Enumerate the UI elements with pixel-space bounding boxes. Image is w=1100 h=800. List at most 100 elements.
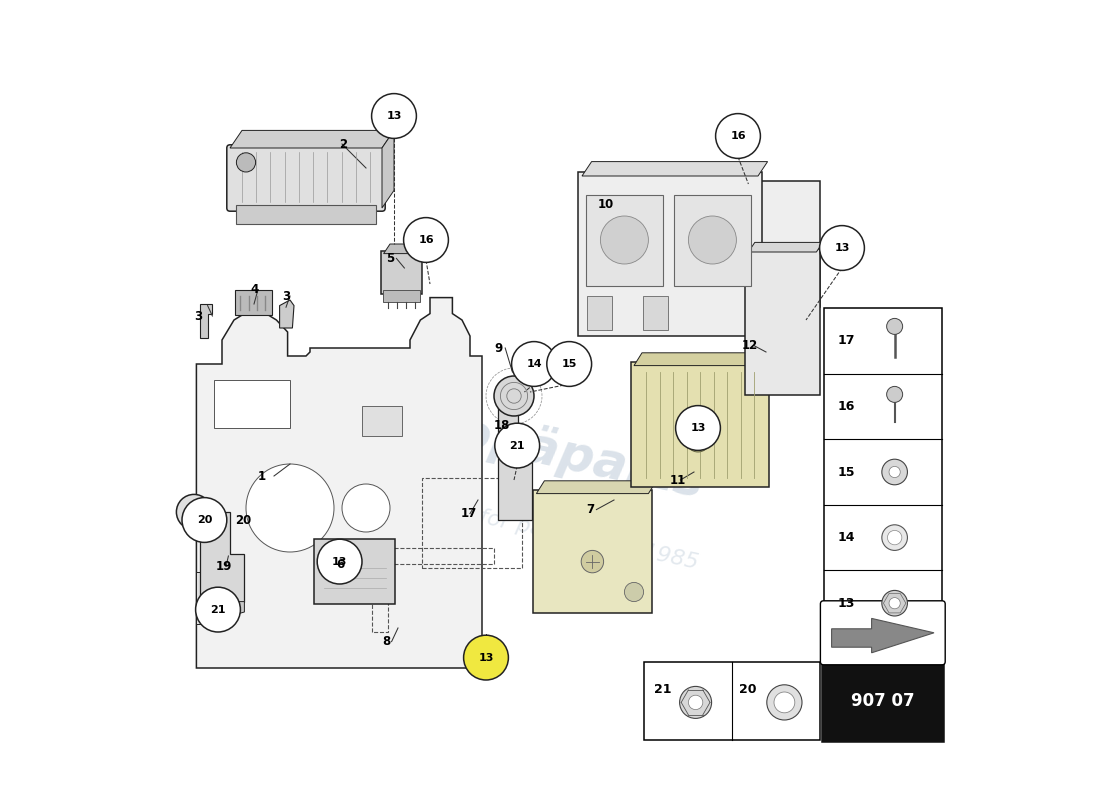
Text: 21: 21 xyxy=(654,683,671,696)
Text: 907 07: 907 07 xyxy=(851,692,914,710)
Text: 20: 20 xyxy=(739,683,757,696)
Text: 21: 21 xyxy=(509,441,525,450)
FancyBboxPatch shape xyxy=(822,660,944,742)
Text: 13: 13 xyxy=(838,597,856,610)
Text: 2: 2 xyxy=(340,138,348,150)
Circle shape xyxy=(889,598,900,609)
Circle shape xyxy=(716,114,760,158)
Circle shape xyxy=(186,504,202,520)
Polygon shape xyxy=(200,602,244,616)
Polygon shape xyxy=(197,298,482,668)
Text: europäparts: europäparts xyxy=(360,388,708,508)
Circle shape xyxy=(317,539,362,584)
Circle shape xyxy=(512,342,557,386)
Circle shape xyxy=(625,582,644,602)
Circle shape xyxy=(887,386,903,402)
Circle shape xyxy=(689,695,703,710)
Polygon shape xyxy=(200,512,244,602)
Circle shape xyxy=(767,685,802,720)
Text: a passion for parts since 1985: a passion for parts since 1985 xyxy=(367,483,701,573)
Circle shape xyxy=(882,459,908,485)
FancyBboxPatch shape xyxy=(362,406,402,436)
FancyBboxPatch shape xyxy=(645,662,821,740)
Circle shape xyxy=(494,376,534,416)
FancyBboxPatch shape xyxy=(578,172,762,336)
FancyBboxPatch shape xyxy=(824,308,942,636)
Text: 16: 16 xyxy=(730,131,746,141)
Text: 15: 15 xyxy=(838,466,856,478)
Text: 10: 10 xyxy=(598,198,614,210)
Text: 6: 6 xyxy=(337,558,344,570)
Circle shape xyxy=(495,423,540,468)
Circle shape xyxy=(372,94,417,138)
Circle shape xyxy=(404,218,449,262)
Circle shape xyxy=(196,587,241,632)
Text: 17: 17 xyxy=(838,334,856,347)
FancyBboxPatch shape xyxy=(534,490,651,613)
FancyBboxPatch shape xyxy=(674,195,751,286)
FancyBboxPatch shape xyxy=(642,296,669,330)
Circle shape xyxy=(820,226,865,270)
FancyBboxPatch shape xyxy=(382,251,422,294)
FancyBboxPatch shape xyxy=(383,290,420,302)
Text: 3: 3 xyxy=(282,290,290,302)
Polygon shape xyxy=(498,396,532,520)
Text: 13: 13 xyxy=(386,111,402,121)
Text: 15: 15 xyxy=(561,359,576,369)
Circle shape xyxy=(246,464,334,552)
FancyBboxPatch shape xyxy=(214,380,290,428)
Polygon shape xyxy=(748,242,823,252)
FancyBboxPatch shape xyxy=(227,145,385,211)
Circle shape xyxy=(463,635,508,680)
Circle shape xyxy=(889,466,900,478)
Polygon shape xyxy=(199,304,212,338)
Polygon shape xyxy=(230,130,394,148)
Text: 13: 13 xyxy=(332,557,348,566)
Text: 13: 13 xyxy=(691,423,706,433)
Polygon shape xyxy=(384,244,426,254)
Circle shape xyxy=(342,484,390,532)
Circle shape xyxy=(675,406,720,450)
Text: 14: 14 xyxy=(838,531,856,544)
Circle shape xyxy=(581,550,604,573)
Text: 7: 7 xyxy=(586,503,594,516)
Text: 16: 16 xyxy=(838,400,856,413)
Circle shape xyxy=(680,686,712,718)
Polygon shape xyxy=(382,130,394,208)
Circle shape xyxy=(176,494,211,530)
FancyBboxPatch shape xyxy=(630,362,769,487)
Circle shape xyxy=(547,342,592,386)
Text: 20: 20 xyxy=(234,514,251,526)
Polygon shape xyxy=(279,300,294,328)
Circle shape xyxy=(882,590,908,616)
Polygon shape xyxy=(832,618,934,653)
Text: 13: 13 xyxy=(478,653,494,662)
Circle shape xyxy=(887,318,903,334)
Circle shape xyxy=(689,216,736,264)
Circle shape xyxy=(774,692,795,713)
Circle shape xyxy=(601,216,648,264)
Text: 19: 19 xyxy=(216,560,232,573)
Circle shape xyxy=(686,428,710,452)
Text: 14: 14 xyxy=(526,359,542,369)
Circle shape xyxy=(882,525,908,550)
Text: 18: 18 xyxy=(494,419,510,432)
Text: 16: 16 xyxy=(418,235,433,245)
Polygon shape xyxy=(582,162,768,176)
FancyBboxPatch shape xyxy=(586,296,613,330)
Text: 4: 4 xyxy=(250,283,258,296)
FancyBboxPatch shape xyxy=(236,205,375,224)
Polygon shape xyxy=(537,481,657,494)
Text: 13: 13 xyxy=(834,243,849,253)
Text: 9: 9 xyxy=(495,342,503,354)
Text: 17: 17 xyxy=(461,507,476,520)
Text: 20: 20 xyxy=(197,515,212,525)
Text: 21: 21 xyxy=(210,605,225,614)
Text: 1: 1 xyxy=(257,470,266,482)
FancyBboxPatch shape xyxy=(586,195,663,286)
FancyBboxPatch shape xyxy=(821,601,945,665)
Text: 11: 11 xyxy=(670,474,686,486)
Polygon shape xyxy=(634,353,774,366)
Text: 3: 3 xyxy=(194,310,202,322)
Circle shape xyxy=(236,153,255,172)
